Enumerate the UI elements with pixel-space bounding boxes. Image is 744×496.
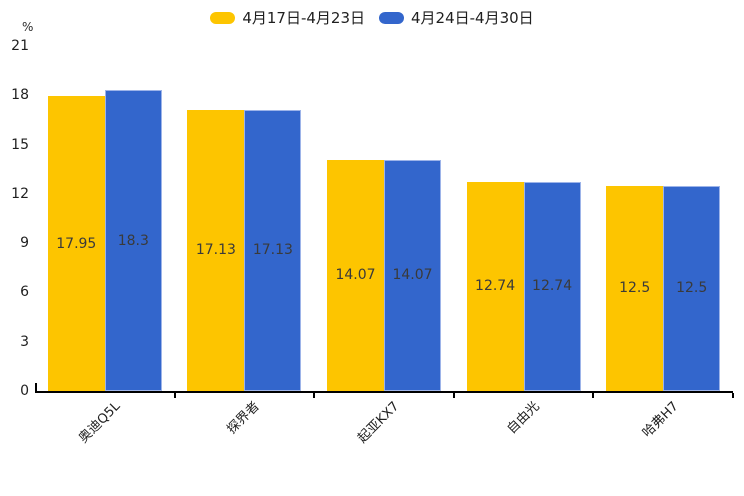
y-axis-tick-label: 21: [11, 38, 29, 54]
bar-value-label: 12.74: [532, 278, 573, 295]
y-axis-tick-label: 6: [20, 284, 29, 301]
x-axis-tick: [313, 393, 316, 398]
bar-week1-3[interactable]: [466, 181, 524, 391]
y-axis-unit-label: %: [22, 20, 34, 34]
x-axis-tick: [173, 393, 176, 398]
y-axis-tick-label: 0: [20, 383, 29, 399]
y-axis-tick-label: 18: [11, 87, 29, 104]
bar-value-label: 14.07: [335, 267, 376, 284]
bar-value-label: 18.3: [117, 232, 149, 249]
chart-legend: 4月17日-4月23日 4月24日-4月30日: [0, 6, 744, 30]
bar-week2-4[interactable]: [663, 185, 721, 391]
x-axis-end-tick: [35, 383, 37, 391]
bar-week1-4[interactable]: [606, 185, 664, 391]
bar-value-label: 14.07: [392, 267, 433, 284]
bar-week2-1[interactable]: [244, 109, 302, 391]
bar-value-label: 12.74: [475, 278, 516, 295]
legend-swatch-yellow-icon: [210, 12, 236, 24]
x-axis-tick: [592, 393, 595, 398]
legend-label-week1: 4月17日-4月23日: [242, 9, 365, 27]
x-axis-category-label: 奥迪Q5L: [76, 399, 124, 447]
bar-value-label: 17.13: [195, 242, 236, 259]
bar-value-label: 17.13: [252, 242, 293, 259]
bar-week1-1[interactable]: [187, 109, 245, 391]
x-axis-category-label: 探界者: [224, 399, 264, 438]
bar-value-label: 12.5: [619, 280, 651, 297]
legend-swatch-blue-icon: [379, 12, 404, 24]
x-axis-line: [35, 391, 733, 393]
x-axis-tick: [452, 393, 455, 398]
bar-week1-2[interactable]: [327, 159, 384, 391]
legend-label-week2: 4月24日-4月30日: [411, 9, 534, 27]
bar-value-label: 12.5: [676, 280, 708, 297]
legend-item-week2[interactable]: 4月24日-4月30日: [379, 6, 534, 30]
bar-week2-2[interactable]: [384, 159, 441, 391]
bar-week2-0[interactable]: [104, 90, 162, 391]
y-axis-tick-label: 9: [20, 235, 29, 252]
x-axis-tick: [732, 393, 734, 398]
y-axis-tick-label: 12: [11, 185, 29, 202]
x-axis-category-label: 自由光: [504, 399, 543, 438]
bar-week2-3[interactable]: [523, 181, 581, 391]
bar-week1-0[interactable]: [47, 96, 105, 391]
x-axis-category-label: 哈弗H7: [640, 399, 682, 441]
bar-value-label: 17.95: [56, 235, 97, 252]
y-axis-tick-label: 15: [11, 136, 29, 153]
y-axis-tick-label: 3: [20, 333, 29, 350]
x-axis-category-label: 起亚KX7: [355, 399, 403, 447]
legend-item-week1[interactable]: 4月17日-4月23日: [210, 6, 365, 30]
